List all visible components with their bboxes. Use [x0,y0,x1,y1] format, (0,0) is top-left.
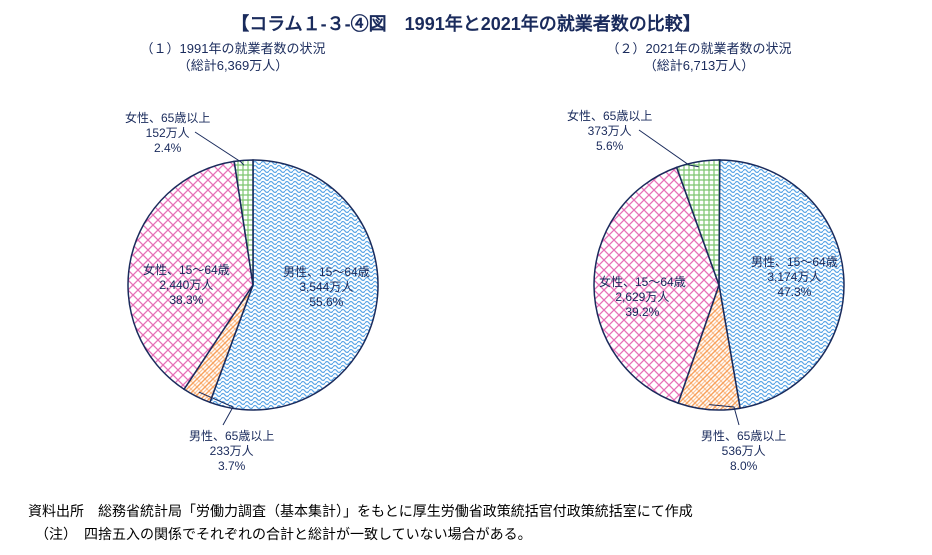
label-m15: 男性、15～64歳3,544万人55.6% [283,265,370,310]
pie-svg-2021 [479,75,919,475]
footer-note: （注） 四捨五入の関係でそれぞれの合計と総計が一致していない場合がある。 [28,523,693,545]
subtitle-2021-l1: （２）2021年の就業者数の状況 [607,41,792,56]
label-f65: 女性、65歳以上373万人5.6% [567,109,652,154]
footer-notes: 資料出所 総務省統計局「労働力調査（基本集計）」をもとに厚生労働省政策統括官付政… [28,500,693,545]
main-title: 【コラム１-３-④図 1991年と2021年の就業者数の比較】 [0,0,932,36]
charts-row: （１）1991年の就業者数の状況 （総計6,369万人） 男性、65歳以上233… [0,41,932,471]
pie-1991: 男性、65歳以上233万人3.7%女性、15～64歳2,440万人38.3%女性… [13,75,453,455]
subtitle-1991-l2: （総計6,369万人） [178,58,289,73]
label-m65: 男性、65歳以上233万人3.7% [189,429,274,474]
pie-2021: 男性、65歳以上536万人8.0%女性、15～64歳2,629万人39.2%女性… [479,75,919,455]
label-f15: 女性、15～64歳2,440万人38.3% [143,263,230,308]
label-f65: 女性、65歳以上152万人2.4% [125,111,210,156]
subtitle-2021: （２）2021年の就業者数の状況 （総計6,713万人） [479,41,919,75]
footer-source: 資料出所 総務省統計局「労働力調査（基本集計）」をもとに厚生労働省政策統括官付政… [28,500,693,522]
pie-svg-1991 [13,75,453,475]
subtitle-1991-l1: （１）1991年の就業者数の状況 [141,41,326,56]
subtitle-1991: （１）1991年の就業者数の状況 （総計6,369万人） [13,41,453,75]
label-m15: 男性、15～64歳3,174万人47.3% [751,255,838,300]
label-m65: 男性、65歳以上536万人8.0% [701,429,786,474]
chart-2021: （２）2021年の就業者数の状況 （総計6,713万人） 男性、65歳以上536… [479,41,919,471]
subtitle-2021-l2: （総計6,713万人） [644,58,755,73]
label-f15: 女性、15～64歳2,629万人39.2% [599,275,686,320]
chart-1991: （１）1991年の就業者数の状況 （総計6,369万人） 男性、65歳以上233… [13,41,453,471]
